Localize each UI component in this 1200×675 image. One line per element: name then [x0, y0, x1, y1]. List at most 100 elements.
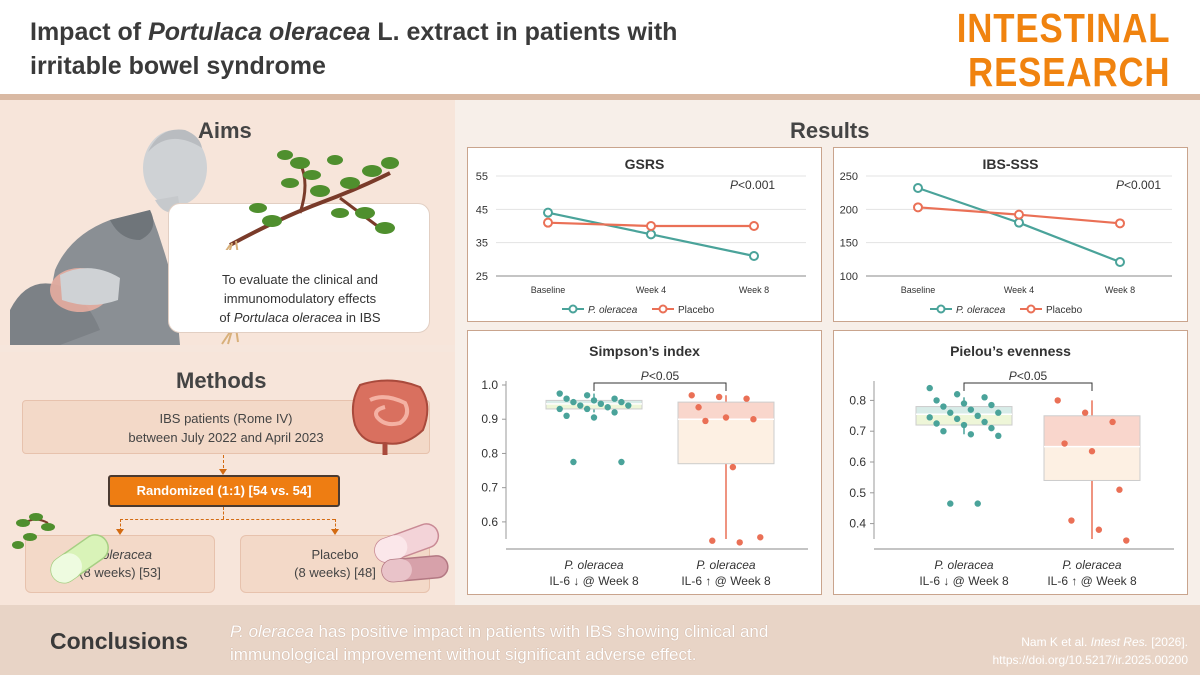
- data-point: [583, 392, 591, 399]
- methods-title: Methods: [176, 368, 267, 393]
- green-capsule-illustration: [12, 513, 109, 584]
- data-point: [988, 424, 995, 432]
- data-point: [947, 409, 954, 416]
- citation-doi[interactable]: https://doi.org/10.5217/ir.2025.00200: [992, 653, 1189, 667]
- journal-logo: INTESTINAL RESEARCH: [956, 6, 1170, 94]
- data-point: [967, 431, 975, 438]
- data-point: [736, 539, 743, 546]
- arrowhead-1: [219, 469, 227, 475]
- x-tick-label: Baseline: [901, 285, 936, 295]
- data-point: [625, 402, 632, 409]
- y-tick-label: 1.0: [481, 378, 498, 392]
- aims-title: Aims: [198, 118, 252, 143]
- data-point: [688, 392, 695, 399]
- data-point: [715, 393, 723, 401]
- significance-bracket: [963, 382, 1093, 391]
- data-point: [563, 395, 570, 402]
- x-tick-label: Week 4: [1004, 285, 1034, 295]
- conclusions-text: P. oleracea has positive impact in patie…: [230, 620, 870, 666]
- data-point: [1115, 257, 1125, 267]
- data-point: [926, 414, 933, 421]
- logo-line2: RESEARCH: [967, 49, 1170, 95]
- data-point: [933, 397, 940, 404]
- box-lower: [677, 418, 775, 465]
- legend-label: P. oleracea: [588, 305, 638, 316]
- y-tick-label: 0.5: [849, 486, 866, 500]
- data-point: [988, 401, 995, 409]
- conclusions-italic: P. oleracea: [230, 622, 314, 641]
- data-point: [695, 404, 702, 411]
- data-point: [1014, 217, 1024, 228]
- x-tick-label: Week 8: [739, 285, 769, 295]
- significance-bracket: [593, 382, 727, 391]
- arm2-detail: (8 weeks) [48]: [294, 565, 376, 580]
- group-label: P. oleracea: [1062, 558, 1121, 572]
- data-point: [981, 394, 988, 401]
- data-point: [933, 420, 940, 427]
- aims-text: To evaluate the clinical and immunomodul…: [169, 270, 431, 327]
- data-point: [1068, 517, 1075, 524]
- group-sublabel: IL-6 ↑ @ Week 8: [1047, 574, 1137, 588]
- data-point: [646, 221, 656, 231]
- ibssss-title: IBS-SSS: [982, 156, 1039, 172]
- y-tick-label: 35: [476, 238, 488, 250]
- y-tick-label: 200: [840, 204, 858, 216]
- data-point: [1115, 218, 1125, 229]
- data-point: [1061, 440, 1068, 447]
- y-tick-label: 45: [476, 204, 488, 216]
- arrow-split-horizontal: [120, 519, 335, 520]
- patient-illustration: [10, 129, 207, 345]
- patients-line1: IBS patients (Rome IV): [159, 411, 293, 426]
- data-point: [604, 404, 611, 411]
- logo-line1: INTESTINAL: [956, 5, 1170, 51]
- y-tick-label: 0.6: [849, 455, 866, 469]
- conclusions-section: [0, 605, 1200, 675]
- title-part2: L. extract in patients with: [370, 18, 678, 46]
- y-tick-label: 0.8: [481, 446, 498, 460]
- citation-authors: Nam K et al.: [1021, 635, 1091, 649]
- y-tick-label: 0.9: [481, 412, 498, 426]
- intestine-icon: [351, 379, 429, 455]
- data-point: [583, 405, 591, 413]
- y-tick-label: 0.7: [481, 481, 498, 495]
- data-point: [913, 202, 923, 213]
- conclusions-title: Conclusions: [50, 628, 189, 654]
- page-title: Impact of Portulaca oleracea L. extract …: [30, 15, 750, 83]
- arrow-patients-to-random: [223, 455, 224, 473]
- data-point: [597, 400, 605, 408]
- gsrs-chart: 55 45 35 25 Baseline Week 4 Week 8 P<0.001 P. ol…: [476, 171, 806, 316]
- data-point: [967, 406, 975, 413]
- legend-marker: [936, 304, 946, 314]
- data-point: [960, 421, 968, 429]
- simpson-chart: 1.0 0.9 0.8 0.7 0.6 P. oleracea IL-6 ↓ @ Week …: [481, 369, 808, 588]
- data-point: [995, 432, 1002, 440]
- data-point: [974, 412, 981, 419]
- p-value-annotation: P<0.05: [1009, 369, 1048, 383]
- y-tick-label: 150: [840, 238, 858, 250]
- y-tick-label: 0.7: [849, 424, 866, 438]
- data-point: [995, 409, 1002, 416]
- legend-marker: [568, 304, 578, 314]
- data-point: [1088, 448, 1096, 455]
- header: Impact of Portulaca oleracea L. extract …: [0, 0, 1200, 96]
- data-point: [570, 458, 577, 466]
- data-point: [702, 417, 709, 425]
- data-point: [722, 414, 730, 421]
- data-point: [981, 418, 988, 426]
- data-point: [926, 384, 933, 392]
- citation-journal: Intest Res.: [1090, 635, 1148, 649]
- group-label: P. oleracea: [696, 558, 755, 572]
- data-point: [543, 207, 553, 218]
- simpson-title: Simpson’s index: [589, 343, 700, 359]
- arrow-to-arm1: [120, 519, 121, 531]
- data-point: [974, 500, 981, 507]
- data-point: [543, 217, 553, 228]
- arrowhead-3: [331, 529, 339, 535]
- pink-capsule-illustration: [374, 523, 449, 583]
- group-sublabel: IL-6 ↓ @ Week 8: [549, 574, 639, 588]
- group-label: P. oleracea: [934, 558, 993, 572]
- aims-text-line3-prefix: of: [219, 310, 234, 325]
- box-upper: [1043, 415, 1141, 448]
- data-point: [618, 398, 625, 406]
- p-value-annotation: P<0.001: [1116, 178, 1161, 192]
